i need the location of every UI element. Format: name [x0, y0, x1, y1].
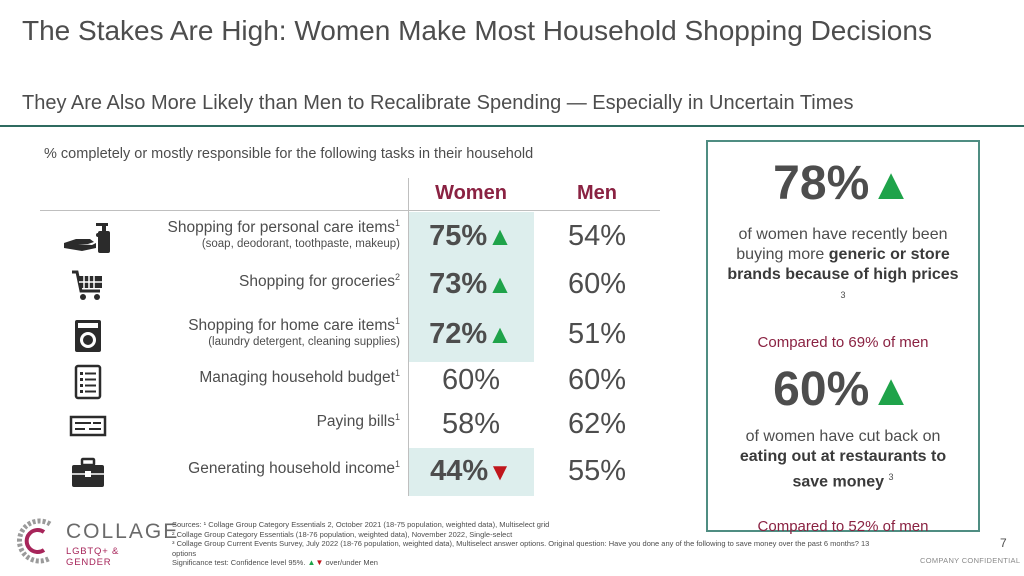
significance-note: Significance test: Confidence level 95%.… [172, 558, 378, 567]
women-value: 44%▼ [430, 455, 512, 487]
washing-machine-icon [60, 318, 116, 354]
women-value: 58% [441, 408, 501, 440]
women-value: 72%▲ [429, 318, 513, 350]
stat-comparison: Compared to 52% of men [757, 518, 929, 536]
table-row: Shopping for groceries2 73%▲ 60% [0, 262, 680, 308]
men-value: 55% [567, 455, 627, 487]
men-value: 51% [567, 318, 627, 350]
up-arrow-icon: ▲ [869, 366, 913, 415]
hand-soap-icon [60, 220, 116, 256]
slide-title: The Stakes Are High: Women Make Most Hou… [22, 15, 932, 46]
stat-description: of women have cut back on eating out at … [739, 428, 947, 491]
stats-panel: 78%▲ of women have recently been buying … [706, 140, 980, 536]
table-vertical-divider [408, 178, 409, 496]
stat-block: 60%▲ of women have cut back on eating ou… [708, 363, 978, 536]
men-value: 60% [567, 364, 627, 396]
highlight-block-bottom [408, 448, 534, 496]
row-label: Generating household income1 [188, 459, 400, 478]
table-row: Generating household income1 44%▼ 55% [0, 449, 680, 495]
men-value: 54% [567, 220, 627, 252]
confidential-label: COMPANY CONFIDENTIAL [920, 556, 1021, 565]
up-arrow-icon: ▲ [487, 319, 513, 349]
table-question: % completely or mostly responsible for t… [44, 146, 534, 162]
checklist-icon [60, 364, 116, 400]
row-sublabel: (laundry detergent, cleaning supplies) [208, 336, 400, 349]
logo-name: COLLAGE [66, 520, 180, 543]
highlight-block-top [408, 212, 534, 362]
up-arrow-icon: ▲ [307, 558, 316, 567]
stat-description: of women have recently been buying more … [727, 226, 959, 300]
women-value: 75%▲ [429, 220, 513, 252]
table-row: Shopping for home care items1 (laundry de… [0, 312, 680, 358]
source-line: ² Collage Group Category Essentials (18-… [172, 529, 513, 539]
row-sublabel: (soap, deodorant, toothpaste, makeup) [201, 238, 400, 251]
collage-logo: COLLAGE LGBTQ+ & GENDER [10, 514, 177, 570]
column-header-women: Women [435, 182, 507, 204]
up-arrow-icon: ▲ [869, 160, 913, 209]
shopping-cart-icon [60, 268, 116, 304]
row-label: Paying bills1 [316, 412, 400, 431]
row-label: Shopping for personal care items1 (soap, … [167, 218, 400, 251]
row-label: Shopping for groceries2 [239, 272, 400, 291]
down-arrow-icon: ▼ [315, 558, 324, 567]
check-icon [60, 408, 116, 444]
up-arrow-icon: ▲ [487, 269, 513, 299]
table-row: Paying bills1 58% 62% [0, 402, 680, 448]
title-divider [0, 125, 1024, 127]
stat-value: 60%▲ [773, 363, 913, 416]
logo-tag: LGBTQ+ & GENDER [66, 546, 120, 568]
men-value: 60% [567, 268, 627, 300]
stat-block: 78%▲ of women have recently been buying … [708, 157, 978, 352]
men-value: 62% [567, 408, 627, 440]
stat-comparison: Compared to 69% of men [757, 334, 929, 352]
row-label: Shopping for home care items1 (laundry de… [188, 316, 400, 349]
women-value: 73%▲ [429, 268, 513, 300]
up-arrow-icon: ▲ [487, 221, 513, 251]
down-arrow-icon: ▼ [488, 459, 512, 486]
women-value: 60% [441, 364, 501, 396]
briefcase-icon [60, 455, 116, 491]
column-header-men: Men [577, 182, 617, 204]
table-row: Managing household budget1 60% 60% [0, 358, 680, 404]
table-header-divider [40, 210, 660, 211]
row-label: Managing household budget1 [199, 368, 400, 387]
slide-subtitle: They Are Also More Likely than Men to Re… [22, 92, 854, 114]
collage-logo-mark [17, 518, 52, 564]
source-line: Sources: ¹ Collage Group Category Essent… [172, 520, 550, 529]
stat-value: 78%▲ [773, 157, 913, 210]
table-row: Shopping for personal care items1 (soap, … [0, 214, 680, 260]
source-line: ³ Collage Group Current Events Survey, J… [172, 539, 870, 558]
page-number: 7 [1000, 536, 1007, 550]
sources-footnotes: Sources: ¹ Collage Group Category Essent… [172, 520, 902, 568]
